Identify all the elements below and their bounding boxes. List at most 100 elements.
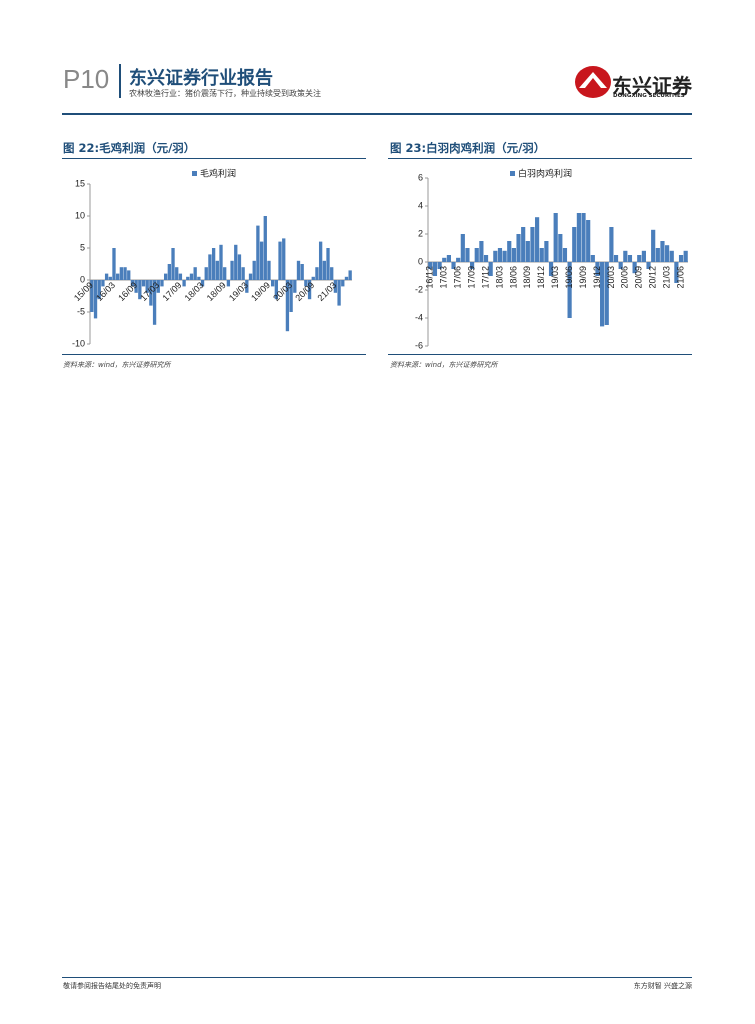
bar — [315, 267, 319, 280]
x-tick-label: 20/12 — [648, 266, 658, 289]
bar — [502, 250, 507, 262]
bar — [116, 273, 120, 280]
bar — [178, 273, 183, 280]
bar — [274, 280, 279, 300]
bar — [674, 262, 679, 283]
bar — [156, 280, 160, 293]
y-tick-label: 2 — [418, 228, 423, 238]
figure-rule — [62, 158, 366, 159]
bar — [318, 241, 323, 280]
bar — [226, 280, 231, 287]
x-tick-label: 16/03 — [94, 280, 117, 303]
bar — [259, 241, 264, 280]
bar — [474, 248, 479, 262]
bar — [175, 267, 179, 280]
bar — [97, 280, 101, 300]
bar — [101, 280, 105, 287]
bar — [637, 255, 642, 262]
bar — [479, 241, 484, 262]
x-tick-label: 17/09 — [466, 266, 476, 289]
bar — [623, 250, 628, 262]
x-tick-label: 19/06 — [564, 266, 574, 289]
bar — [539, 248, 544, 262]
bar — [189, 273, 194, 280]
bar — [651, 229, 656, 262]
bar — [271, 280, 275, 287]
figure-source: 资料来源：wind，东兴证券研究所 — [63, 361, 171, 369]
bar — [595, 262, 600, 276]
divider — [119, 64, 121, 98]
bar — [683, 250, 688, 262]
x-tick-label: 20/03 — [606, 266, 616, 289]
x-tick-label: 17/03 — [439, 266, 449, 289]
x-tick-label: 18/09 — [205, 280, 228, 303]
y-tick-label: 10 — [75, 210, 85, 220]
legend-label: 白羽肉鸡利润 — [518, 167, 572, 178]
x-tick-label: 16/12 — [425, 266, 435, 289]
bar — [248, 273, 253, 280]
figure-rule — [388, 158, 692, 159]
figure-title: 图 22:毛鸡利润（元/羽） — [63, 141, 196, 155]
logo-name: 东兴证券 — [612, 74, 692, 98]
bar — [655, 248, 660, 262]
bar — [669, 250, 674, 262]
bar — [558, 234, 563, 262]
bar — [553, 213, 558, 262]
bar — [200, 280, 205, 287]
bar — [285, 280, 290, 332]
bar — [609, 227, 614, 262]
bar — [581, 213, 586, 262]
x-tick-label: 20/09 — [634, 266, 644, 289]
bar — [293, 280, 297, 293]
x-tick-label: 17/06 — [453, 266, 463, 289]
legend-swatch — [510, 171, 515, 176]
bar — [646, 262, 651, 269]
bar — [296, 260, 301, 280]
bar — [300, 264, 304, 280]
y-tick-label: 5 — [80, 242, 85, 252]
bar — [282, 238, 286, 280]
bar — [470, 262, 475, 269]
bar — [678, 255, 684, 262]
x-tick-label: 19/12 — [592, 266, 602, 289]
bar — [104, 273, 109, 280]
bar — [263, 216, 267, 280]
y-tick-label: -2 — [415, 284, 423, 294]
bar — [197, 276, 201, 280]
bar — [326, 248, 330, 280]
y-tick-label: 0 — [80, 274, 85, 284]
y-tick-label: -4 — [415, 312, 423, 322]
bar — [548, 262, 554, 276]
x-tick-label: 17/12 — [480, 266, 490, 289]
bar — [493, 250, 498, 262]
bar — [241, 267, 245, 280]
bar — [186, 276, 190, 280]
bar — [127, 270, 131, 280]
figure-title: 图 23:白羽肉鸡利润（元/羽） — [390, 141, 546, 155]
bar — [428, 262, 433, 269]
y-tick-label: 0 — [418, 256, 423, 266]
page-number: P10 — [63, 64, 110, 94]
bar — [330, 267, 334, 280]
y-tick-label: 4 — [418, 200, 423, 210]
x-tick-label: 18/12 — [536, 266, 546, 289]
bar — [289, 280, 293, 312]
header-rule — [62, 113, 692, 115]
bar — [632, 262, 637, 274]
bar — [567, 262, 572, 318]
bar — [460, 234, 465, 262]
bar — [641, 250, 646, 262]
y-tick-label: -10 — [72, 338, 85, 348]
bar — [130, 280, 135, 287]
bar — [322, 260, 326, 280]
bar — [613, 255, 619, 262]
bar — [572, 227, 577, 262]
x-tick-label: 21/06 — [675, 266, 685, 289]
bar — [171, 248, 175, 280]
bar — [160, 280, 164, 287]
footer-disclaimer: 敬请参阅报告结尾处的免责声明 — [63, 982, 161, 990]
x-tick-label: 18/09 — [522, 266, 532, 289]
logo-english: DONGXING SECURITIES — [613, 93, 685, 99]
